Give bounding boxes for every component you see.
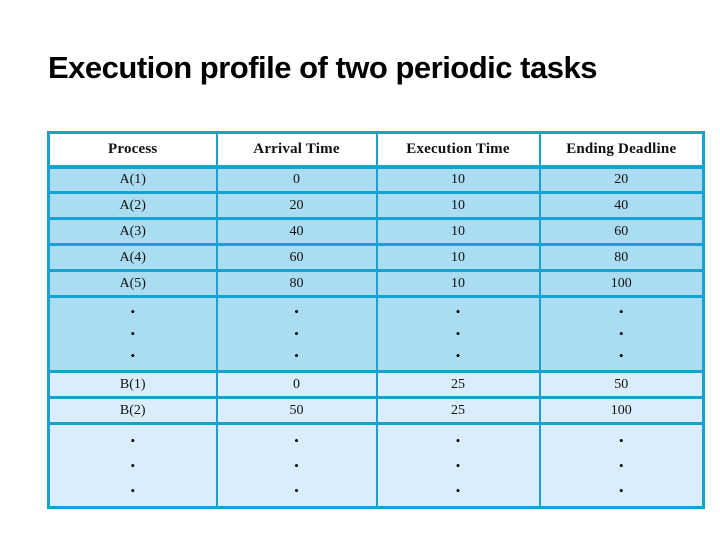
cell-process: A(4) <box>47 243 218 272</box>
cell-process: B(2) <box>47 396 218 425</box>
cell-arrival-time: 50 <box>215 396 378 425</box>
cell-process: A(1) <box>47 165 218 194</box>
cell-arrival-time: 40 <box>215 217 378 246</box>
cell-ending-deadline: 20 <box>538 165 705 194</box>
cell-execution-time: 25 <box>375 370 541 399</box>
periodic-tasks-table: Process Arrival Time Execution Time Endi… <box>47 131 705 509</box>
table-row: B(2) 50 25 100 <box>47 396 705 425</box>
cell-ending-deadline: 50 <box>538 370 705 399</box>
cell-ending-deadline: 40 <box>538 191 705 220</box>
table-header: Process Arrival Time Execution Time Endi… <box>47 131 705 169</box>
table-row: A(5) 80 10 100 <box>47 269 705 298</box>
vertical-ellipsis-icon: • • • <box>538 422 705 509</box>
column-header-ending-deadline: Ending Deadline <box>538 131 705 169</box>
vertical-ellipsis-icon: • • • <box>215 295 378 373</box>
continuation-row: • • • • • • • • • • • • <box>47 422 705 509</box>
cell-execution-time: 25 <box>375 396 541 425</box>
cell-process: A(2) <box>47 191 218 220</box>
cell-arrival-time: 20 <box>215 191 378 220</box>
page-title: Execution profile of two periodic tasks <box>48 50 597 85</box>
vertical-ellipsis-icon: • • • <box>215 422 378 509</box>
cell-execution-time: 10 <box>375 191 541 220</box>
table-row: A(3) 40 10 60 <box>47 217 705 246</box>
table-row: A(2) 20 10 40 <box>47 191 705 220</box>
column-header-arrival-time: Arrival Time <box>215 131 378 169</box>
vertical-ellipsis-icon: • • • <box>47 295 218 373</box>
table-body: A(1) 0 10 20 A(2) 20 10 40 A(3) 40 10 60… <box>47 165 705 509</box>
vertical-ellipsis-icon: • • • <box>375 295 541 373</box>
cell-arrival-time: 80 <box>215 269 378 298</box>
table-header-row: Process Arrival Time Execution Time Endi… <box>47 131 705 169</box>
column-header-execution-time: Execution Time <box>375 131 541 169</box>
cell-arrival-time: 60 <box>215 243 378 272</box>
cell-execution-time: 10 <box>375 243 541 272</box>
cell-ending-deadline: 100 <box>538 269 705 298</box>
cell-ending-deadline: 100 <box>538 396 705 425</box>
vertical-ellipsis-icon: • • • <box>538 295 705 373</box>
cell-arrival-time: 0 <box>215 165 378 194</box>
vertical-ellipsis-icon: • • • <box>47 422 218 509</box>
cell-process: A(3) <box>47 217 218 246</box>
cell-arrival-time: 0 <box>215 370 378 399</box>
cell-ending-deadline: 80 <box>538 243 705 272</box>
cell-process: A(5) <box>47 269 218 298</box>
table-row: A(1) 0 10 20 <box>47 165 705 194</box>
cell-process: B(1) <box>47 370 218 399</box>
table-row: A(4) 60 10 80 <box>47 243 705 272</box>
column-header-process: Process <box>47 131 218 169</box>
cell-ending-deadline: 60 <box>538 217 705 246</box>
cell-execution-time: 10 <box>375 165 541 194</box>
continuation-row: • • • • • • • • • • • • <box>47 295 705 373</box>
cell-execution-time: 10 <box>375 217 541 246</box>
vertical-ellipsis-icon: • • • <box>375 422 541 509</box>
cell-execution-time: 10 <box>375 269 541 298</box>
table-row: B(1) 0 25 50 <box>47 370 705 399</box>
